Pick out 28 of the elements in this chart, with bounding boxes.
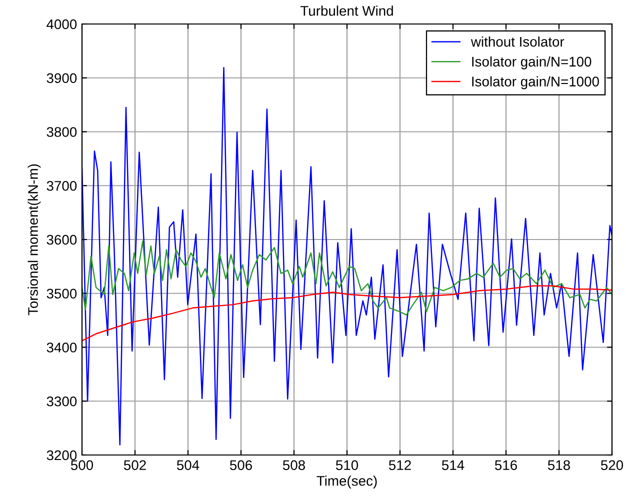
y-tick-label: 3800 [46,127,77,137]
legend-label: without Isolator [470,36,564,47]
x-tick-label: 518 [548,460,570,470]
x-tick-label: 516 [494,460,517,470]
x-tick-label: 520 [600,460,624,470]
x-tick-label: 500 [70,460,94,470]
x-tick-label: 502 [124,460,146,470]
line-series [82,285,612,342]
y-tick-label: 3500 [46,288,77,299]
y-tick-label: 3200 [46,450,77,460]
y-tick-label: 3400 [46,342,77,352]
x-tick-label: 508 [282,460,305,470]
x-tick-label: 514 [442,460,464,470]
legend-label: Isolator gain/N=1000 [472,76,599,90]
y-tick-label: 4000 [46,19,77,30]
y-tick-label: 3600 [46,234,77,245]
y-tick-label: 3300 [46,396,77,406]
x-axis-title: Time(sec) [316,476,377,489]
y-tick-label: 3700 [46,180,77,191]
x-tick-label: 504 [176,460,200,470]
chart-title: Turbulent Wind [300,6,393,16]
x-tick-label: 512 [388,460,411,470]
y-axis-title: Torsional moment(kN-m) [28,164,41,316]
line-series [82,240,612,316]
y-tick-label: 3900 [46,73,77,84]
x-tick-label: 506 [230,460,252,470]
x-tick-label: 510 [336,460,358,470]
legend-label: Isolator gain/N=100 [472,56,592,70]
